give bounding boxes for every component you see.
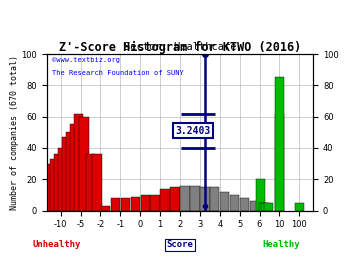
- Bar: [150, 195, 160, 211]
- Bar: [240, 198, 249, 211]
- Bar: [50, 159, 59, 211]
- Bar: [256, 179, 265, 211]
- Text: Sector: Healthcare: Sector: Healthcare: [124, 42, 236, 52]
- Bar: [101, 206, 110, 211]
- Text: ©www.textbiz.org: ©www.textbiz.org: [52, 57, 120, 63]
- Bar: [250, 201, 259, 211]
- Y-axis label: Number of companies (670 total): Number of companies (670 total): [10, 55, 19, 210]
- Bar: [131, 197, 140, 211]
- Bar: [264, 203, 273, 211]
- Bar: [74, 113, 83, 211]
- Bar: [180, 185, 190, 211]
- Bar: [58, 148, 67, 211]
- Bar: [261, 203, 270, 211]
- Bar: [220, 192, 229, 211]
- Bar: [62, 137, 71, 211]
- Bar: [54, 154, 63, 211]
- Bar: [70, 124, 79, 211]
- Text: Score: Score: [167, 240, 193, 249]
- Bar: [161, 189, 170, 211]
- Text: The Research Foundation of SUNY: The Research Foundation of SUNY: [52, 70, 184, 76]
- Bar: [200, 187, 210, 211]
- Bar: [121, 198, 130, 211]
- Bar: [275, 77, 284, 211]
- Bar: [66, 132, 75, 211]
- Bar: [46, 164, 55, 211]
- Bar: [86, 154, 95, 211]
- Bar: [190, 185, 199, 211]
- Title: Z'-Score Histogram for KTWO (2016): Z'-Score Histogram for KTWO (2016): [59, 41, 301, 54]
- Bar: [210, 187, 220, 211]
- Bar: [93, 154, 102, 211]
- Bar: [258, 203, 268, 211]
- Text: Healthy: Healthy: [262, 240, 300, 249]
- Bar: [170, 187, 180, 211]
- Text: Unhealthy: Unhealthy: [33, 240, 81, 249]
- Bar: [275, 113, 284, 211]
- Bar: [230, 195, 239, 211]
- Bar: [294, 203, 304, 211]
- Bar: [79, 117, 89, 211]
- Text: 3.2403: 3.2403: [175, 126, 210, 136]
- Bar: [111, 198, 120, 211]
- Bar: [140, 195, 150, 211]
